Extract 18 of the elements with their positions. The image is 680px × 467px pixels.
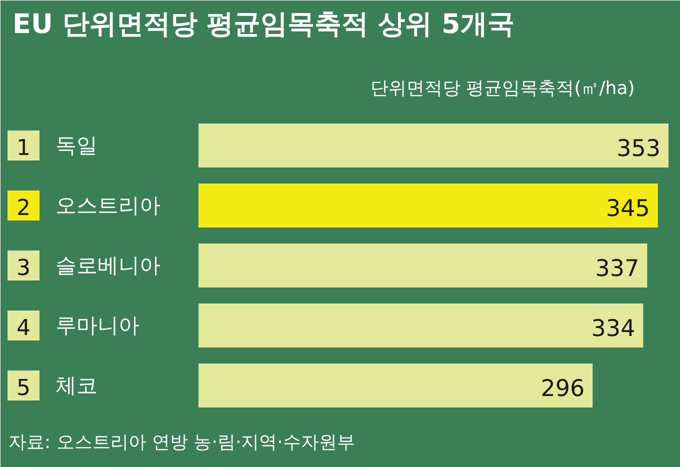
- y-tick-label: 2 오스트리아: [16, 194, 160, 221]
- y-tick-label: 1 독일: [16, 134, 98, 161]
- bar: [198, 184, 658, 228]
- y-tick-label: 3 슬로베니아: [16, 254, 160, 281]
- bar: [198, 244, 648, 288]
- text: 자료: 오스트리아 연방 농·림·지역·수자원부: [8, 432, 355, 453]
- data-label: 334: [591, 316, 636, 342]
- data-label: 353: [616, 136, 661, 162]
- bar: [198, 364, 593, 408]
- data-label: 345: [606, 196, 650, 222]
- y-tick-label: 4 루마니아: [16, 314, 140, 341]
- bar: [198, 304, 644, 348]
- x-axis-title: 단위면적당 평균임목축적(㎥/ha): [370, 78, 635, 99]
- data-label: 337: [595, 256, 640, 282]
- data-label: 296: [540, 376, 585, 402]
- y-tick-label: 5 체코: [16, 374, 98, 401]
- bar: [198, 124, 668, 168]
- chart-title: EU 단위면적당 평균임목축적 상위 5개국: [12, 9, 514, 40]
